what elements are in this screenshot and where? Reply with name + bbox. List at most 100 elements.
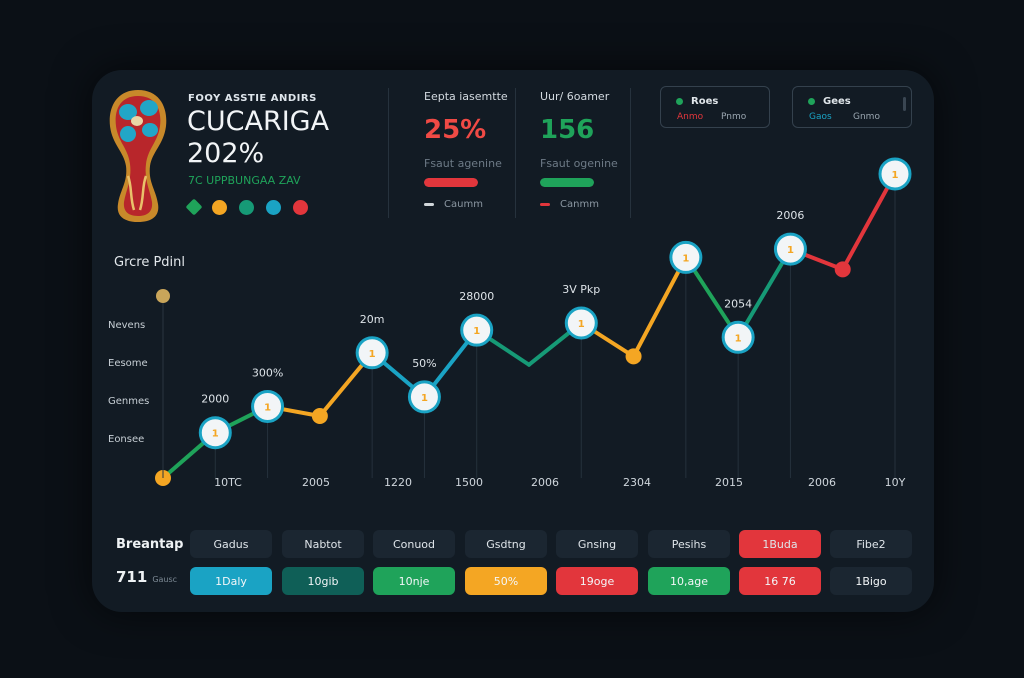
stat-progress-bar — [424, 178, 478, 187]
x-tick-label: 1500 — [455, 476, 483, 489]
data-point — [460, 313, 494, 347]
dashboard-panel — [92, 70, 934, 612]
breakdown-category-chip[interactable]: Pesihs — [648, 530, 730, 558]
data-point — [878, 157, 912, 191]
breakdown-value-chip[interactable]: 10nje — [373, 567, 455, 595]
status-dot-icon — [676, 98, 683, 105]
header-divider — [630, 88, 631, 218]
brand-title: CUCARIGA 202% — [187, 106, 330, 169]
breakdown-category-chip[interactable]: Gadus — [190, 530, 272, 558]
y-axis-label: Genmes — [108, 396, 150, 407]
legend-dash-icon — [424, 203, 434, 206]
data-point-glyph: 1 — [421, 393, 428, 404]
stat-footer: Canmm — [540, 199, 618, 210]
data-point-glyph: 1 — [682, 253, 689, 264]
data-point — [669, 240, 703, 274]
status-dot-icon — [808, 98, 815, 105]
legend-dash-icon — [540, 203, 550, 206]
data-point-glyph: 1 — [212, 429, 219, 440]
data-label: 2000 — [201, 393, 229, 406]
series-segment — [840, 171, 897, 272]
breakdown-value-chip[interactable]: 10gib — [282, 567, 364, 595]
chart-title: Grcre Pdinl — [114, 255, 186, 270]
box-sub-right: Gnmo — [853, 112, 880, 122]
header-divider — [515, 88, 516, 218]
breakdown-category-chip[interactable]: Fibe2 — [830, 530, 912, 558]
data-point-glyph: 1 — [264, 402, 271, 413]
breakdown-count-value: 711 — [116, 568, 148, 586]
x-tick-label: 2005 — [302, 476, 330, 489]
scroll-handle[interactable] — [903, 97, 906, 111]
data-point-glyph: 1 — [369, 349, 376, 360]
stat-label: Uur/ 6oamer — [540, 90, 610, 103]
breakdown-value-chip[interactable]: 50% — [465, 567, 547, 595]
data-point — [355, 336, 389, 370]
ball-icon — [239, 200, 254, 215]
breakdown-count: 711 Gausc — [116, 568, 177, 586]
box-sub-right: Pnmo — [721, 112, 747, 122]
breakdown-count-sub: Gausc — [152, 575, 178, 584]
brand-kicker: FOOY ASSTIE ANDIRS — [188, 93, 317, 104]
breakdown-title: Breantap — [116, 537, 184, 552]
stat-value: 25% — [424, 115, 487, 145]
stat-note: Fsaut agenine — [424, 157, 502, 170]
stat-note: Fsaut ogenine — [540, 157, 618, 170]
box-sub-left: Anmo — [677, 112, 704, 122]
box-sub-left: Gaos — [809, 112, 832, 122]
x-tick-label: 2304 — [623, 476, 651, 489]
data-label: 300% — [252, 366, 283, 379]
x-tick-label: 2015 — [715, 476, 743, 489]
header-divider — [388, 88, 389, 218]
x-tick-label: 2006 — [531, 476, 559, 489]
series-segment — [736, 247, 793, 340]
stat-footer: Caumm — [424, 199, 508, 210]
data-point-glyph: 1 — [735, 333, 742, 344]
data-point — [564, 306, 598, 340]
stat-foot-label: Canmm — [560, 199, 599, 210]
trophy-logo-icon — [109, 90, 167, 222]
breakdown-value-chip[interactable]: 1Bigo — [830, 567, 912, 595]
data-point — [721, 320, 755, 354]
breakdown-category-chip[interactable]: Nabtot — [282, 530, 364, 558]
reference-dot — [156, 289, 170, 303]
stat-foot-label: Caumm — [444, 199, 483, 210]
globe-icon — [266, 200, 281, 215]
filter-box-roes[interactable]: Roes Anmo Pnmo — [660, 86, 770, 128]
data-point — [834, 261, 851, 278]
stat-label: Eepta iasemtte — [424, 90, 508, 103]
data-point — [311, 408, 328, 424]
breakdown-category-chip[interactable]: Gsdtng — [465, 530, 547, 558]
data-label: 50% — [412, 357, 436, 370]
data-label: 2054 — [724, 297, 752, 310]
data-point — [407, 380, 441, 414]
breakdown-category-chip[interactable]: 1Buda — [739, 530, 821, 558]
breakdown-value-chip[interactable]: 16 76 — [739, 567, 821, 595]
breakdown-category-chip[interactable]: Gnsing — [556, 530, 638, 558]
x-tick-label: 2006 — [808, 476, 836, 489]
breakdown-category-chip[interactable]: Conuod — [373, 530, 455, 558]
filter-box-gees[interactable]: Gees Gaos Gnmo — [792, 86, 912, 128]
breakdown-value-chip[interactable]: 1Daly — [190, 567, 272, 595]
y-axis-label: Eesome — [108, 358, 148, 369]
breakdown-value-chip[interactable]: 10,age — [648, 567, 730, 595]
y-axis-label: Nevens — [108, 320, 146, 331]
data-point — [625, 348, 642, 365]
x-tick-label: 10Y — [885, 476, 906, 489]
y-axis-label: Eonsee — [108, 434, 145, 445]
stat-progress-fill — [540, 178, 594, 187]
stat-card-percent: Eepta iasemtte 25% Fsaut agenine Caumm — [424, 90, 508, 210]
data-point — [773, 232, 807, 266]
data-point-glyph: 1 — [892, 170, 899, 181]
red-flower-icon — [293, 200, 308, 215]
box-label: Roes — [691, 96, 719, 107]
stat-card-count: Uur/ 6oamer 156 Fsaut ogenine Canmm — [540, 90, 618, 210]
data-label: 28000 — [459, 290, 494, 303]
series-segment — [631, 255, 688, 359]
data-point — [198, 416, 232, 450]
breakdown-value-chip[interactable]: 19oge — [556, 567, 638, 595]
brand-subtitle: 7C UPPBUNGAA ZAV — [188, 174, 301, 187]
data-point-glyph: 1 — [787, 245, 794, 256]
data-point-glyph: 1 — [578, 319, 585, 330]
data-label: 3V Pkp — [562, 283, 600, 296]
